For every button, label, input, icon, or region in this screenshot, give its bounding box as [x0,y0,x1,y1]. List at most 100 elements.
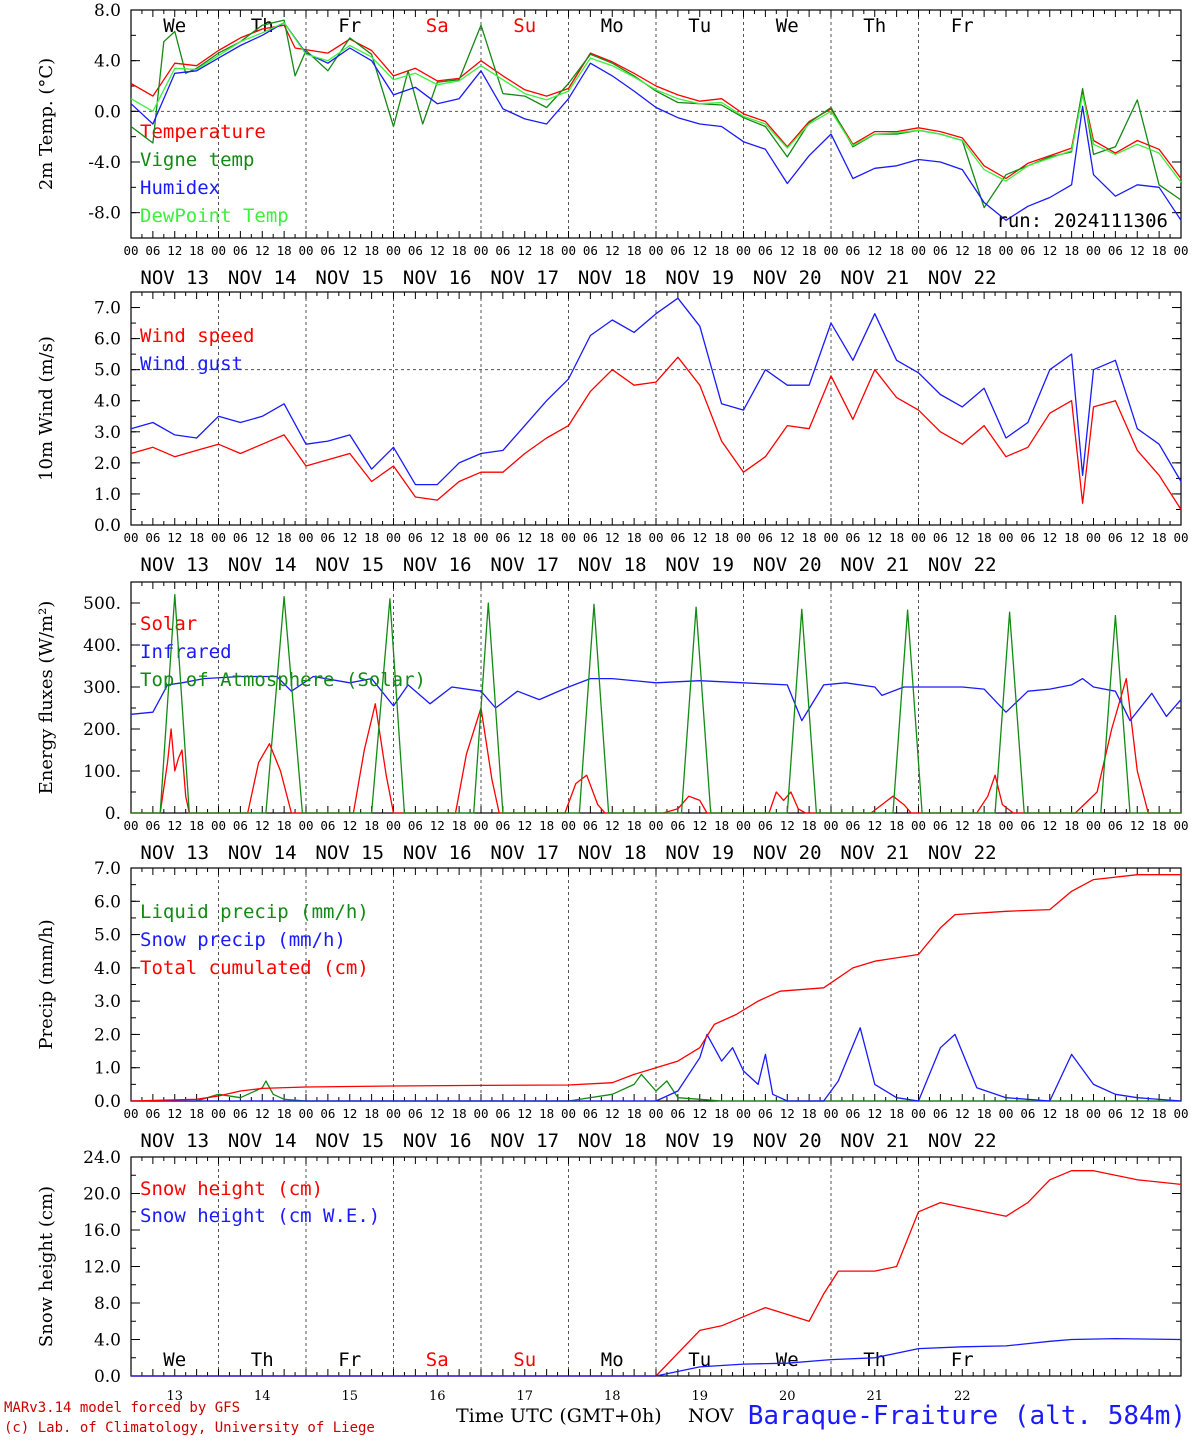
hour-label: 00 [823,1106,838,1121]
hour-label: 06 [320,530,335,545]
date-label: NOV 14 [228,842,297,864]
hour-label: 06 [320,818,335,833]
legend-entry: Top of Atmosphere (Solar) [140,669,426,691]
hour-label: 18 [802,1106,817,1121]
y-tick-label: 3.0 [94,423,121,443]
hour-label: 18 [977,1106,992,1121]
date-label: NOV 18 [578,842,647,864]
date-label: NOV 15 [315,842,384,864]
hour-label: 12 [430,818,445,833]
hour-label: 12 [867,530,882,545]
hour-label: 06 [408,530,423,545]
y-tick-label: 0.0 [94,1367,121,1387]
hour-label: 06 [408,818,423,833]
hour-label: 00 [736,530,751,545]
hour-label: 06 [583,1106,598,1121]
day-name: Su [513,1349,536,1371]
hour-label: 06 [758,1106,773,1121]
date-label: NOV 15 [315,1130,384,1152]
hour-label: 00 [561,530,576,545]
y-tick-label: 200. [83,720,121,740]
hour-label: 12 [517,818,532,833]
hour-label: 12 [955,530,970,545]
day-name: We [163,15,186,37]
date-label: NOV 20 [753,554,822,576]
legend-entry: Solar [140,613,197,635]
hour-label: 18 [1064,1106,1079,1121]
hour-label: 06 [495,530,510,545]
series-line-snow-height-cm-w-e [131,1337,1182,1377]
hour-label: 06 [758,818,773,833]
hour-label: 06 [233,1106,248,1121]
y-axis-title: 2m Temp. (°C) [36,58,57,190]
legend-entry: Humidex [140,177,220,199]
date-label: NOV 22 [928,1130,997,1152]
day-name: Tu [688,1349,711,1371]
day-name: We [776,1349,799,1371]
hour-label: 00 [561,818,576,833]
hour-label: 06 [408,1106,423,1121]
date-label: NOV 22 [928,842,997,864]
hour-label: 18 [189,1106,204,1121]
hour-label: 06 [495,818,510,833]
hour-label: 06 [758,243,773,258]
time-axis-label: Time UTC (GMT+0h) [456,1405,662,1427]
hour-label: 06 [145,243,160,258]
day-number: 22 [954,1389,971,1404]
hour-label: 06 [758,530,773,545]
hour-label: 06 [1108,243,1123,258]
date-label: NOV 17 [490,267,559,289]
day-name: Su [513,15,536,37]
series-line-solar [131,677,1181,814]
hour-label: 06 [583,243,598,258]
hour-label: 06 [933,530,948,545]
date-label: NOV 13 [140,554,209,576]
date-label: NOV 18 [578,267,647,289]
day-name: Sa [426,1349,449,1371]
hour-label: 12 [342,1106,357,1121]
hour-label: 18 [364,530,379,545]
hour-label: 18 [539,1106,554,1121]
hour-label: 18 [364,818,379,833]
legend-entry: DewPoint Temp [140,205,289,227]
hour-label: 18 [1152,530,1167,545]
hour-label: 00 [1086,818,1101,833]
hour-label: 06 [320,1106,335,1121]
hour-label: 12 [517,243,532,258]
hour-label: 18 [627,530,642,545]
hour-label: 00 [123,243,138,258]
hour-label: 12 [517,530,532,545]
hour-label: 06 [233,530,248,545]
day-number: 21 [866,1389,883,1404]
hour-label: 18 [1064,818,1079,833]
hour-label: 12 [1042,243,1057,258]
hour-label: 00 [998,530,1013,545]
hour-label: 00 [561,1106,576,1121]
hour-label: 00 [648,243,663,258]
y-tick-label: 0.0 [94,102,121,122]
hour-label: 18 [1152,1106,1167,1121]
day-name: Th [251,1349,274,1371]
y-tick-label: 6.0 [94,892,121,912]
series-line-wind-gust [130,297,1182,486]
hour-label: 00 [123,818,138,833]
hour-label: 18 [539,243,554,258]
date-label: NOV 13 [140,1130,209,1152]
date-label: NOV 17 [490,842,559,864]
y-tick-label: 1.0 [94,485,121,505]
legend-entry: Snow height (cm) [140,1178,323,1200]
hour-label: 18 [977,530,992,545]
y-tick-label: 4.0 [94,392,121,412]
day-name: Mo [601,1349,624,1371]
hour-label: 00 [123,530,138,545]
series-line-vigne-temp [130,19,1182,209]
hour-label: 18 [714,1106,729,1121]
hour-label: 06 [1020,1106,1035,1121]
hour-label: 06 [933,818,948,833]
hour-label: 00 [298,818,313,833]
legend-entry: Wind speed [140,325,254,347]
hour-label: 06 [1020,530,1035,545]
hour-label: 00 [386,243,401,258]
date-label: NOV 16 [403,554,472,576]
y-tick-label: 2.0 [94,1025,121,1045]
